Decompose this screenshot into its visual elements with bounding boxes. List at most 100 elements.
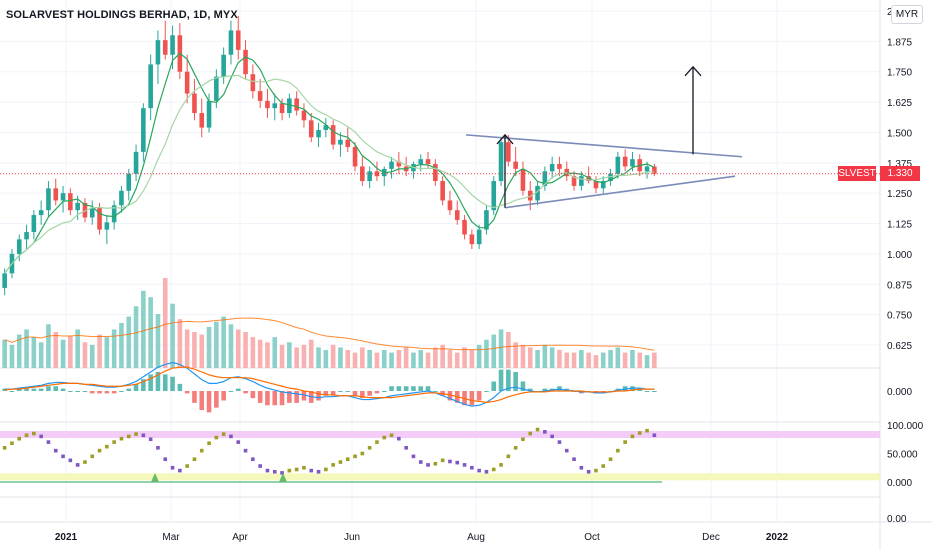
stoch-point	[207, 441, 211, 446]
volume-bar	[476, 344, 482, 368]
candle-body	[104, 222, 110, 230]
macd-histogram-bar	[75, 391, 80, 392]
candle-body	[2, 273, 7, 288]
price-tick-label: 1.000	[887, 250, 912, 261]
volume-bar	[527, 347, 533, 368]
stoch-point	[543, 430, 547, 434]
volume-bar	[403, 347, 409, 368]
macd-histogram-bar	[257, 391, 263, 403]
stoch-point	[382, 435, 387, 440]
volume-bar	[301, 344, 307, 368]
candle-body	[162, 40, 168, 55]
stoch-point	[309, 468, 314, 473]
volume-bar	[141, 290, 146, 368]
currency-badge[interactable]: MYR	[891, 5, 923, 24]
lower-trendline	[504, 175, 736, 209]
macd-histogram-bar	[287, 391, 292, 403]
volume-bar	[381, 350, 387, 368]
volume-bar	[491, 334, 497, 368]
candle-body	[440, 181, 445, 201]
drawings	[465, 65, 743, 209]
symbol-price-tag: SLVEST	[838, 166, 876, 181]
volume-ma-line	[4, 317, 655, 351]
macd-histogram-bar	[148, 374, 153, 391]
stoch-point	[440, 458, 445, 463]
volume-bar	[287, 342, 292, 368]
volume-bar	[469, 350, 475, 368]
stoch-point	[535, 427, 540, 432]
volume-bar	[31, 337, 37, 368]
macd-histogram-bar	[221, 391, 226, 401]
volume-bar	[2, 339, 7, 368]
macd-histogram-bar	[31, 388, 37, 391]
volume-bar	[338, 347, 343, 368]
stoch-point	[506, 454, 511, 459]
price-tick-label: 1.375	[887, 159, 912, 170]
volume-bar	[89, 344, 95, 368]
macd-histogram-bar	[418, 386, 424, 391]
stoch-point	[389, 433, 394, 438]
candle-body	[622, 156, 628, 167]
volume-bar	[294, 347, 299, 368]
volume-bar	[652, 352, 657, 368]
time-tick-label: Oct	[584, 532, 600, 543]
stoch-point	[170, 465, 175, 470]
candle-body	[75, 202, 80, 211]
macd-histogram-bar	[272, 391, 278, 406]
macd-histogram-bar	[53, 386, 59, 391]
stoch-point	[484, 469, 489, 474]
macd-histogram-bar	[491, 381, 497, 391]
candle-body	[279, 103, 285, 114]
candle-body	[630, 159, 635, 167]
stoch-point	[302, 465, 306, 470]
stoch-point	[521, 437, 525, 442]
volume-bar	[323, 350, 329, 368]
macd-histogram-bar	[279, 391, 285, 406]
macd-histogram-bar	[184, 391, 190, 394]
candle-body	[294, 98, 299, 111]
volume-bar	[126, 316, 132, 368]
macd-histogram-bar	[520, 381, 526, 391]
stoch-point	[258, 464, 262, 468]
candle-body	[272, 103, 278, 109]
macd-histogram-bar	[484, 391, 489, 392]
overbought-band	[0, 431, 880, 438]
macd-histogram-bar	[652, 391, 657, 392]
macd-histogram-bar	[119, 391, 124, 392]
volume-bar	[104, 337, 110, 368]
candle-body	[447, 200, 453, 211]
stoch-point	[214, 435, 219, 440]
upper-trendline	[465, 134, 743, 158]
stoch-point	[126, 434, 131, 439]
macd-histogram-bar	[38, 388, 44, 391]
candle-body	[462, 219, 467, 235]
candle-body	[31, 215, 37, 233]
volume-bar	[425, 352, 431, 368]
stoch-point	[367, 446, 372, 450]
macd-pane	[2, 361, 657, 413]
macd-tick-label: 0.000	[887, 387, 912, 398]
price-tick-label: 2	[887, 7, 893, 18]
candle-body	[68, 193, 73, 211]
volume-bar	[462, 347, 467, 368]
stoch-point	[608, 457, 613, 461]
volume-bar	[235, 329, 241, 368]
price-pane	[2, 15, 657, 296]
stoch-point	[90, 454, 95, 459]
macd-histogram-bar	[498, 369, 504, 391]
candle-body	[199, 113, 205, 128]
stoch-point	[433, 461, 438, 466]
candle-body	[644, 166, 650, 172]
volume-bar	[111, 329, 117, 368]
volume-bar	[571, 352, 577, 368]
macd-histogram-bar	[316, 391, 321, 401]
volume-bar	[630, 350, 635, 368]
macd-histogram-bar	[214, 391, 219, 408]
macd-histogram-bar	[111, 391, 117, 394]
candle-body	[513, 161, 518, 169]
stoch-point	[579, 465, 584, 470]
volume-bar	[535, 350, 540, 368]
candle-body	[652, 166, 657, 174]
volume-bar	[257, 339, 263, 368]
volume-bar	[308, 339, 314, 368]
